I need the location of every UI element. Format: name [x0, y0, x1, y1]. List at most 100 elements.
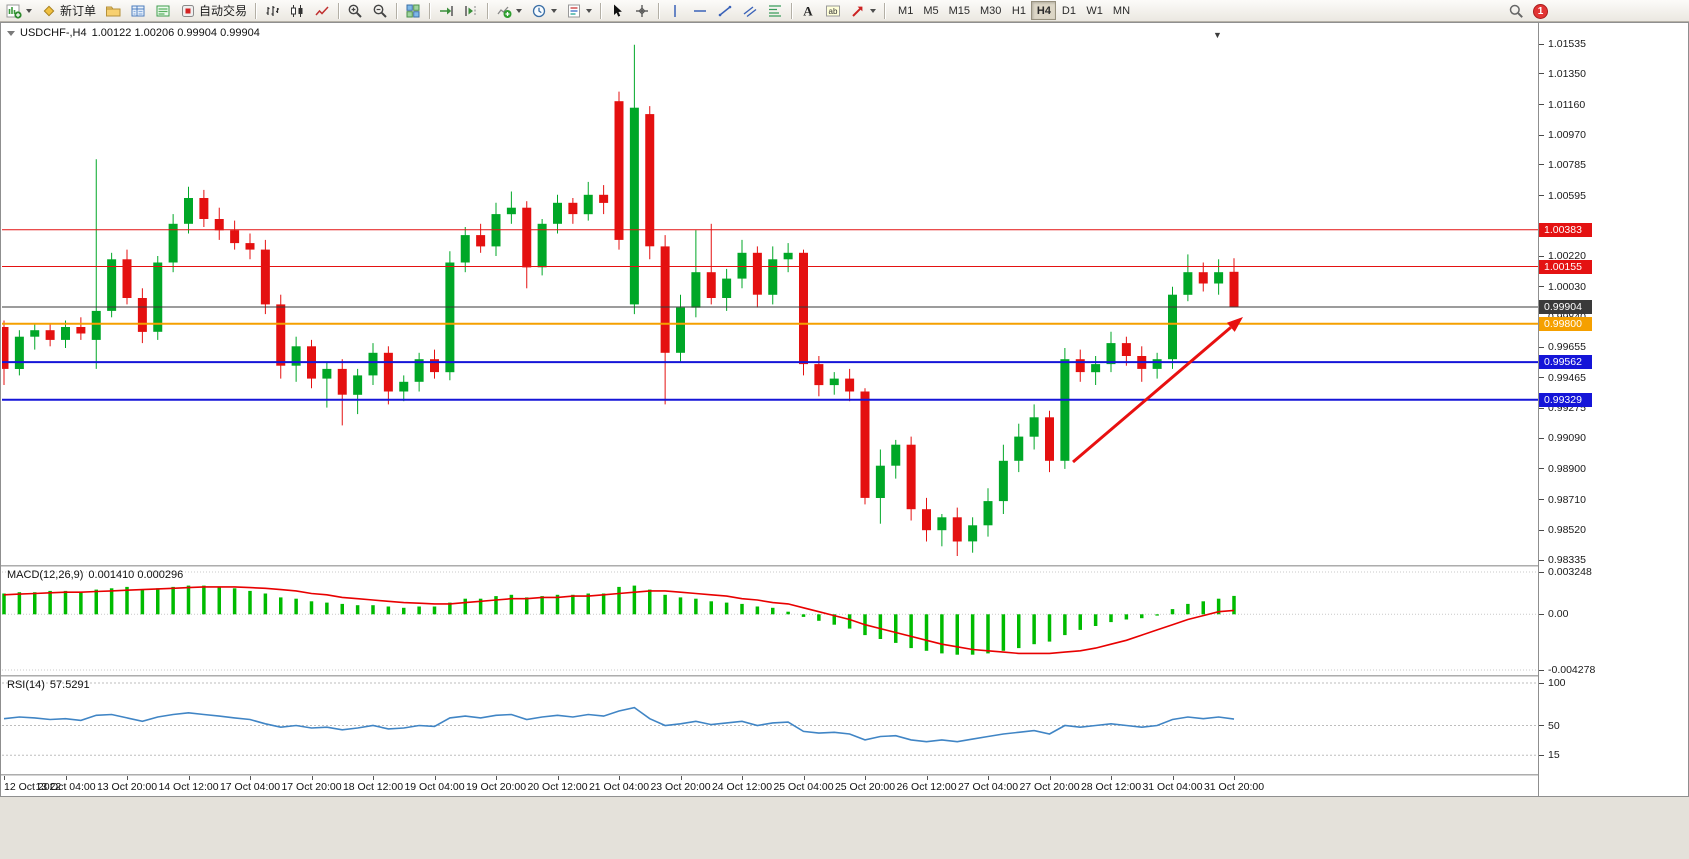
time-axis-label: 14 Oct 12:00: [158, 781, 219, 793]
time-axis-label: 21 Oct 04:00: [588, 781, 650, 793]
chart-header: USDCHF-,H4 1.00122 1.00206 0.99904 0.999…: [7, 27, 260, 39]
time-axis-tick: [65, 776, 67, 780]
time-axis-label: 28 Oct 12:00: [1080, 781, 1142, 793]
periods-button[interactable]: [527, 1, 561, 21]
notification-badge[interactable]: 1: [1533, 3, 1548, 19]
support-line-1-price-label: 0.99562: [1539, 355, 1592, 370]
price-axis-label: 1.00785: [1548, 158, 1586, 171]
tile-windows-button[interactable]: [401, 1, 425, 21]
bar-chart-button[interactable]: [260, 1, 284, 21]
vertical-line-button[interactable]: [663, 1, 687, 21]
timeframe-m5-button[interactable]: M5: [923, 4, 939, 17]
zoom-out-icon: [373, 4, 387, 18]
autotrading-button[interactable]: 自动交易: [176, 1, 251, 21]
line-chart-button[interactable]: [310, 1, 334, 21]
line-chart-icon: [315, 5, 329, 15]
templates-button[interactable]: [562, 1, 596, 21]
timeframe-m30-button[interactable]: M30: [980, 4, 1002, 17]
price-axis-label: 0.99090: [1548, 432, 1586, 445]
text-label-button[interactable]: ab: [821, 1, 845, 21]
toolbar-separator: [429, 2, 431, 19]
time-axis-tick: [250, 776, 251, 780]
price-axis-label: 0.98710: [1548, 493, 1586, 506]
terminal-button[interactable]: [151, 1, 175, 21]
timeframe-mn-button[interactable]: MN: [1112, 4, 1131, 17]
periods-icon: [532, 4, 546, 17]
time-axis-tick: [557, 776, 559, 780]
time-axis-label: 27 Oct 20:00: [1019, 781, 1080, 793]
time-axis-tick: [1049, 776, 1051, 780]
axis-tick: [1539, 255, 1544, 257]
arrows-button[interactable]: [846, 1, 880, 21]
macd-header: MACD(12,26,9) 0.001410 0.000296: [7, 569, 183, 581]
price-axis[interactable]: 1.01535 1.01350 1.01160 1.00970 1.00785 1.005…: [1538, 23, 1688, 796]
timeframe-h4-button[interactable]: H4: [1031, 1, 1057, 20]
ohlc-values: 1.00122 1.00206 0.99904 0.99904: [91, 27, 260, 39]
text-button[interactable]: A: [796, 1, 820, 21]
axis-tick: [1539, 73, 1544, 75]
horizontal-line-icon: [694, 9, 707, 12]
autotrading-icon: [182, 4, 195, 17]
tile-windows-icon: [406, 4, 420, 17]
templates-icon: [568, 4, 581, 17]
timeframe-d1-button[interactable]: D1: [1061, 4, 1076, 17]
time-axis-tick: [311, 776, 313, 780]
new-order-button[interactable]: 新订单: [37, 1, 100, 21]
timeframe-toolbar: M1 M5 M15 M30 H1 H4 D1 W1 MN: [893, 1, 1135, 20]
toolbar-button-label: 新订单: [60, 4, 97, 18]
pane-splitter[interactable]: [1, 565, 1688, 567]
chevron-down-icon: [586, 8, 593, 13]
indicators-button[interactable]: [492, 1, 526, 21]
horizontal-line-button[interactable]: [688, 1, 712, 21]
price-chart-pane[interactable]: [2, 24, 1538, 565]
market-watch-button[interactable]: [126, 1, 150, 21]
axis-tick: [1539, 499, 1544, 500]
one-click-trading-toggle[interactable]: [7, 30, 15, 36]
axis-tick: [1539, 725, 1544, 726]
rsi-indicator-pane[interactable]: [2, 677, 1538, 774]
new-chart-button[interactable]: [2, 1, 36, 21]
auto-scroll-button[interactable]: [434, 1, 458, 21]
time-axis-label: 13 Oct 20:00: [96, 781, 158, 793]
fibonacci-button[interactable]: [763, 1, 787, 21]
timeframe-m1-button[interactable]: M1: [898, 4, 914, 17]
cursor-button[interactable]: [605, 1, 629, 21]
search-icon[interactable]: [1508, 3, 1524, 19]
zoom-in-button[interactable]: [343, 1, 367, 21]
axis-tick: [1539, 43, 1544, 45]
chart-shift-button[interactable]: [459, 1, 483, 21]
zoom-out-button[interactable]: [368, 1, 392, 21]
resistance-line-2-price-label: 1.00155: [1539, 259, 1592, 274]
chart-workspace: USDCHF-,H4 1.00122 1.00206 0.99904 0.999…: [0, 22, 1689, 797]
pane-splitter[interactable]: [1, 675, 1688, 677]
axis-tick: [1539, 669, 1544, 671]
rsi-axis-label: 50: [1548, 719, 1560, 732]
equidistant-channel-button[interactable]: [738, 1, 762, 21]
macd-label: MACD(12,26,9): [7, 569, 84, 581]
axis-tick: [1539, 134, 1544, 136]
rsi-label: RSI(14): [7, 679, 45, 691]
candlestick-button[interactable]: [285, 1, 309, 21]
axis-tick: [1539, 571, 1544, 573]
toolbar-button-label: 自动交易: [199, 4, 248, 18]
chevron-down-icon: [26, 8, 32, 13]
macd-indicator-pane[interactable]: [2, 567, 1538, 675]
fibonacci-icon: [769, 4, 782, 17]
chart-shift-marker[interactable]: [1213, 25, 1222, 43]
timeframe-m15-button[interactable]: M15: [948, 4, 970, 17]
time-axis[interactable]: 12 Oct 2022 13 Oct 04:00 13 Oct 20:00 14 Oc…: [2, 776, 1538, 795]
time-axis-tick: [619, 776, 620, 780]
crosshair-button[interactable]: [630, 1, 654, 21]
text-label-icon: ab: [826, 5, 841, 16]
timeframe-h1-button[interactable]: H1: [1011, 4, 1026, 17]
toolbar-right-group: 1: [1508, 3, 1548, 19]
time-axis-tick: [1234, 776, 1235, 780]
timeframe-w1-button[interactable]: W1: [1086, 4, 1103, 17]
axis-tick: [1539, 195, 1544, 197]
trendline-button[interactable]: [713, 1, 737, 21]
trend-arrow[interactable]: [1072, 326, 1232, 464]
axis-tick: [1539, 468, 1544, 470]
navigator-button[interactable]: [101, 1, 125, 21]
